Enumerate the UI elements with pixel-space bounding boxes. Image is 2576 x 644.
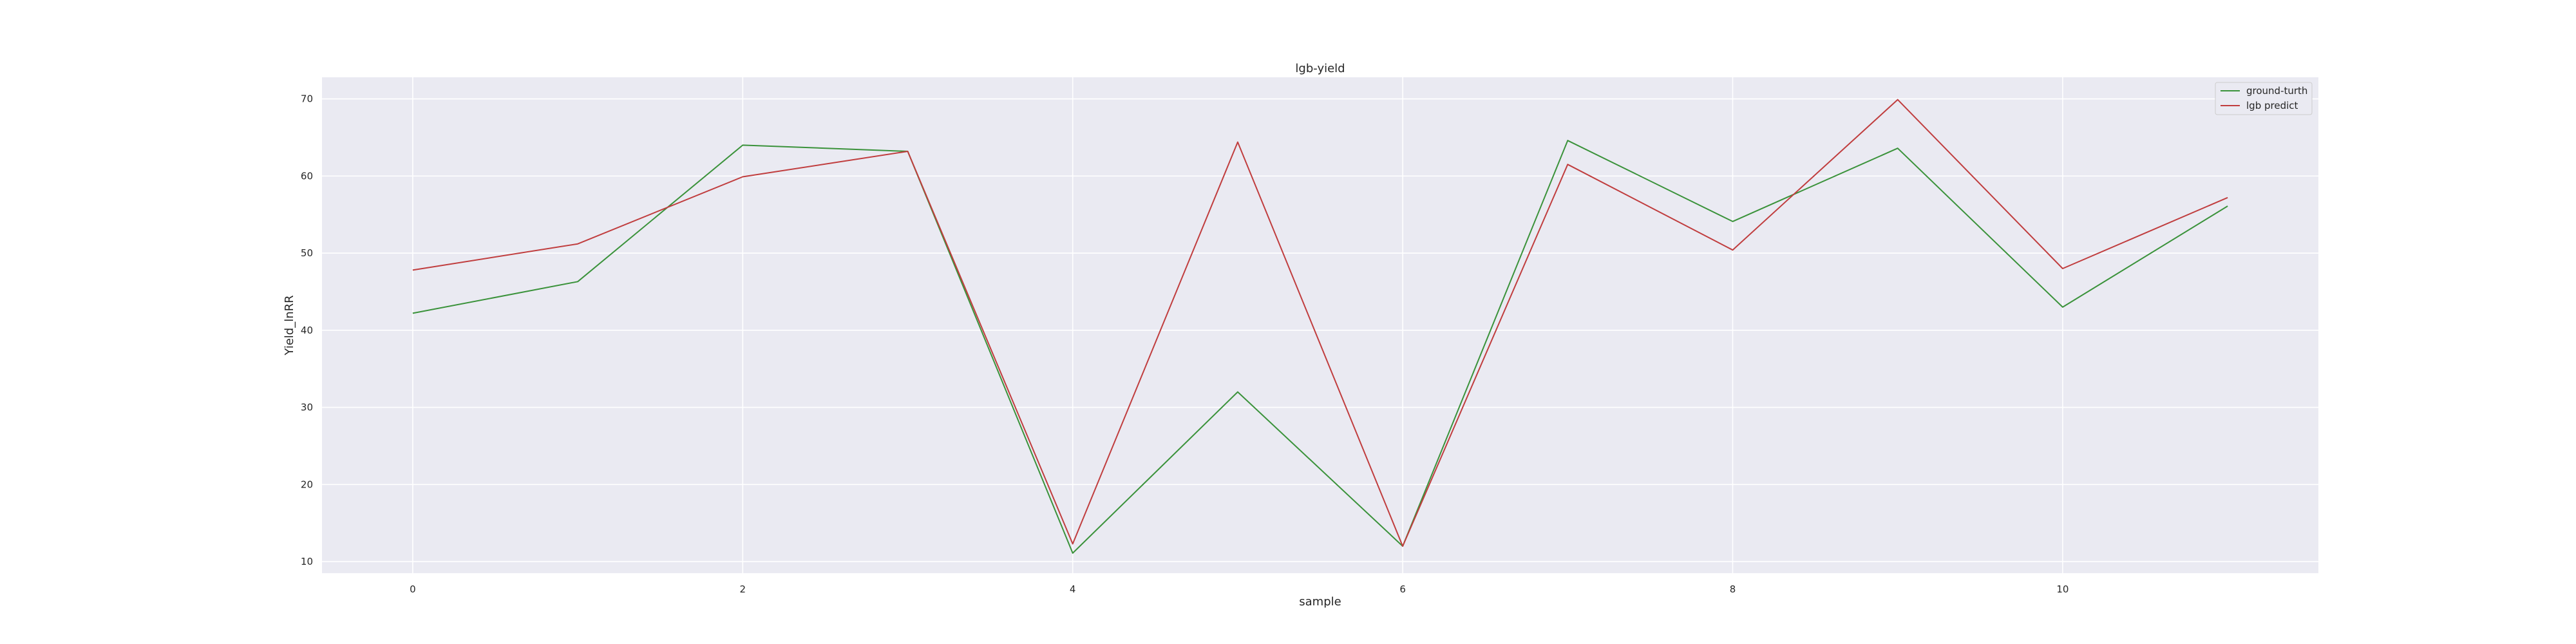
series-lines (412, 99, 2228, 554)
y-axis-label: Yield_lnRR (283, 295, 296, 355)
x-tick-label: 0 (410, 583, 416, 595)
x-tick-label: 10 (2056, 583, 2069, 595)
x-axis-label: sample (1299, 595, 1341, 609)
x-tick-label: 4 (1070, 583, 1076, 595)
y-tick-label: 40 (301, 325, 313, 336)
grid-lines (322, 77, 2318, 573)
y-tick-label: 20 (301, 478, 313, 490)
legend: ground-turth lgb predict (2215, 82, 2313, 115)
x-tick-label: 2 (740, 583, 746, 595)
legend-label-lgb-predict: lgb predict (2246, 100, 2298, 111)
legend-label-ground-turth: ground-turth (2246, 85, 2307, 97)
x-tick-labels: 0 2 4 6 8 10 (410, 583, 2069, 595)
y-tick-label: 10 (301, 556, 313, 567)
y-tick-label: 60 (301, 170, 313, 182)
plot-background (322, 77, 2318, 573)
x-tick-label: 8 (1730, 583, 1736, 595)
y-tick-label: 70 (301, 93, 313, 105)
y-tick-labels: 10 20 30 40 50 60 70 (301, 93, 313, 568)
chart-title: lgb-yield (1295, 62, 1345, 75)
y-tick-label: 50 (301, 247, 313, 259)
x-tick-label: 6 (1399, 583, 1406, 595)
series-line-ground-turth (412, 140, 2228, 554)
series-line-lgb-predict (412, 99, 2228, 547)
y-tick-label: 30 (301, 402, 313, 413)
